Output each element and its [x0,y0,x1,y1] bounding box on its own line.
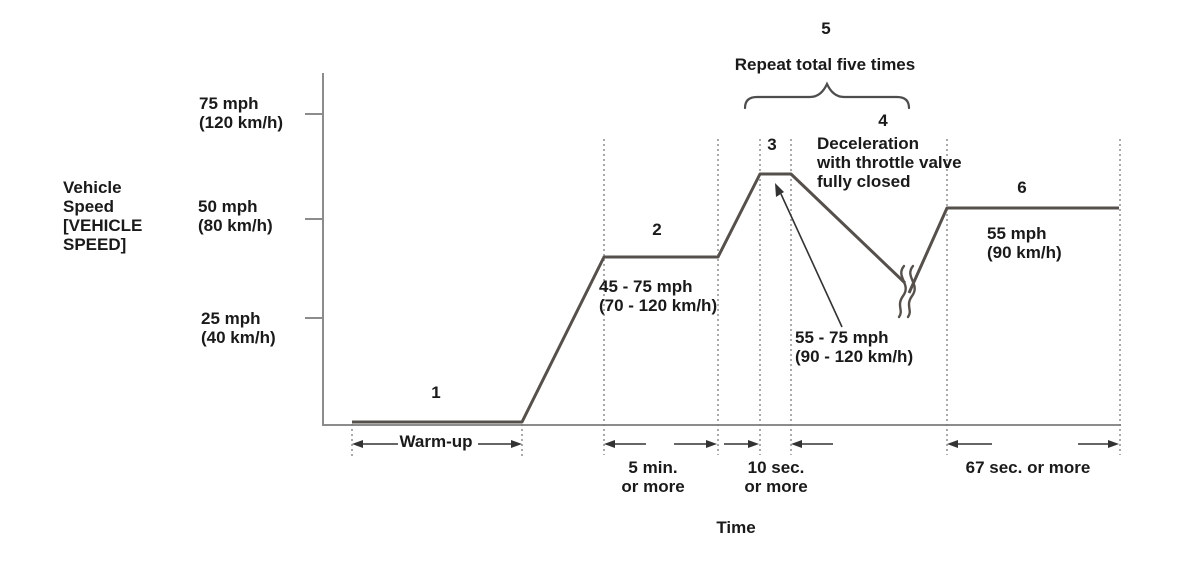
phase-2-number: 2 [652,220,662,239]
phase-1-label: Warm-up [399,432,473,451]
phase-6-duration: 67 sec. or more [965,458,1091,477]
phase-boundary-lines [351,139,1121,456]
y-tick-label-50mph: 50 mph (80 km/h) [198,197,273,235]
phase-4-number: 4 [878,111,888,130]
phase-3-number: 3 [767,135,777,154]
speed-trace [352,172,1119,424]
time-break-icon [897,264,916,319]
duration-arrows [352,440,1119,448]
phase-2-duration: 5 min. or more [621,458,685,496]
y-axis-title: Vehicle Speed [VEHICLE SPEED] [63,178,143,254]
phase-2-speed-range: 45 - 75 mph (70 - 120 km/h) [599,277,718,315]
phase-4-description: Deceleration with throttle valve fully c… [817,134,962,191]
peak-callout-arrow [775,183,843,328]
phase-6-number: 6 [1017,178,1027,197]
y-tick-label-75mph: 75 mph (120 km/h) [199,94,284,132]
repeat-brace [743,81,911,110]
x-axis-title: Time [716,518,756,537]
phase-5-number: 5 [821,19,831,38]
phase-3-duration: 10 sec. or more [744,458,808,496]
phase-1-number: 1 [431,383,441,402]
phase-6-speed: 55 mph (90 km/h) [987,224,1062,262]
axes [322,73,1121,426]
peak-speed-callout: 55 - 75 mph (90 - 120 km/h) [795,328,914,366]
y-tick-label-25mph: 25 mph (40 km/h) [201,309,276,347]
y-axis-ticks [305,113,322,319]
phase-5-note: Repeat total five times [734,55,916,74]
